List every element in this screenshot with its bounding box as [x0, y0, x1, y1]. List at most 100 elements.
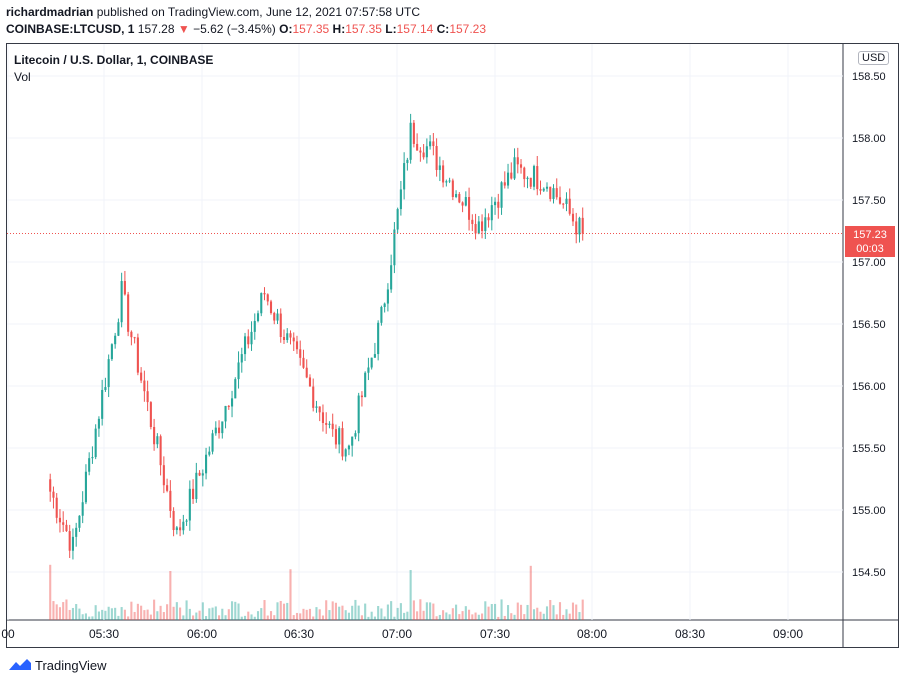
candle-body	[503, 182, 506, 186]
volume-bar	[143, 610, 146, 620]
volume-bar	[162, 612, 165, 620]
candle-body	[201, 473, 204, 476]
candle-body	[448, 180, 451, 182]
candle-body	[425, 146, 428, 158]
candle-body	[188, 488, 191, 521]
candle-body	[260, 293, 263, 314]
volume-bar	[429, 602, 432, 620]
volume-bar	[58, 607, 62, 620]
volume-bar	[159, 605, 162, 620]
price-change: −5.62 (−3.45%)	[193, 22, 276, 36]
high-value: 157.35	[345, 22, 382, 36]
volume-bar	[227, 609, 230, 620]
candle-body	[510, 172, 513, 179]
author-name[interactable]: richardmadrian	[6, 5, 94, 19]
candle-body	[490, 205, 493, 221]
candle-body	[497, 201, 500, 208]
close-value: 157.23	[449, 22, 487, 36]
candle-body	[315, 406, 318, 408]
x-tick-label: 06:00	[187, 627, 217, 641]
volume-bar	[52, 601, 55, 620]
candle-body	[380, 306, 383, 323]
volume-bar	[247, 611, 250, 620]
candle-body	[416, 143, 419, 151]
candle-body	[237, 362, 240, 380]
volume-bar	[94, 605, 97, 620]
candle-body	[357, 395, 360, 434]
currency-label[interactable]: USD	[858, 51, 890, 65]
candle-body	[334, 429, 337, 445]
volume-bar	[438, 614, 441, 620]
volume-bar	[545, 606, 549, 620]
volume-bar	[484, 601, 487, 620]
volume-bar	[506, 605, 510, 620]
candle-body	[539, 189, 542, 191]
volume-bar	[565, 609, 568, 620]
volume-bar	[448, 614, 451, 620]
volume-bar	[344, 610, 347, 620]
candle-body	[367, 367, 370, 373]
candle-body	[321, 412, 325, 423]
candle-body	[568, 198, 571, 214]
volume-bar	[221, 608, 224, 620]
volume-bar	[97, 611, 100, 620]
volume-bar	[101, 609, 104, 620]
volume-bar	[120, 607, 123, 620]
volume-bar	[445, 612, 448, 620]
volume-bar	[464, 606, 467, 620]
volume-bar	[338, 606, 341, 620]
volume-bar	[256, 611, 260, 620]
candle-body	[185, 520, 188, 522]
volume-bar	[422, 610, 425, 620]
volume-bar	[549, 599, 552, 620]
footer-brand[interactable]: TradingView	[8, 657, 107, 673]
candle-body	[179, 527, 182, 531]
volume-bar	[185, 600, 188, 620]
volume-bar	[367, 616, 370, 620]
volume-bar	[289, 569, 292, 620]
volume-bar	[370, 611, 373, 620]
candle-body	[461, 202, 464, 206]
candle-body	[529, 177, 532, 187]
candle-body	[146, 391, 149, 403]
y-tick-label: 154.50	[852, 567, 886, 579]
volume-bar	[201, 602, 204, 620]
candle-body	[308, 377, 312, 387]
candle-body	[471, 219, 474, 225]
candle-body	[224, 405, 227, 422]
candle-body	[120, 281, 123, 323]
volume-bar	[153, 599, 156, 620]
volume-bar	[487, 606, 490, 620]
volume-bar	[451, 608, 454, 620]
volume-bar	[364, 603, 367, 620]
volume-bar	[458, 614, 461, 620]
volume-bar	[62, 602, 65, 620]
candle-body	[156, 436, 159, 445]
volume-bar	[513, 614, 516, 620]
candle-body	[227, 405, 230, 407]
candle-body	[318, 406, 321, 413]
volume-bar	[243, 615, 247, 620]
volume-bar	[276, 602, 279, 620]
legend-title: Litecoin / U.S. Dollar, 1, COINBASE	[14, 53, 214, 67]
open-value: 157.35	[292, 22, 330, 36]
tradingview-logo-icon	[9, 659, 31, 670]
volume-bar	[104, 610, 107, 620]
volume-bar	[91, 616, 94, 620]
volume-bar	[198, 610, 201, 620]
candle-body	[218, 427, 221, 434]
y-tick-label: 155.00	[852, 505, 886, 517]
low-label: L:	[385, 22, 397, 36]
close-label: C:	[436, 22, 450, 36]
candle-body	[393, 229, 396, 266]
volume-bar	[536, 607, 539, 620]
candle-body	[143, 380, 146, 392]
volume-bar	[325, 600, 328, 620]
volume-bar	[481, 613, 484, 620]
chart-legend: Litecoin / U.S. Dollar, 1, COINBASE Vol	[14, 53, 214, 84]
x-tick-label: 00	[1, 627, 15, 641]
volume-bar	[581, 599, 584, 620]
candle-body	[94, 428, 97, 458]
volume-bar	[497, 616, 500, 620]
